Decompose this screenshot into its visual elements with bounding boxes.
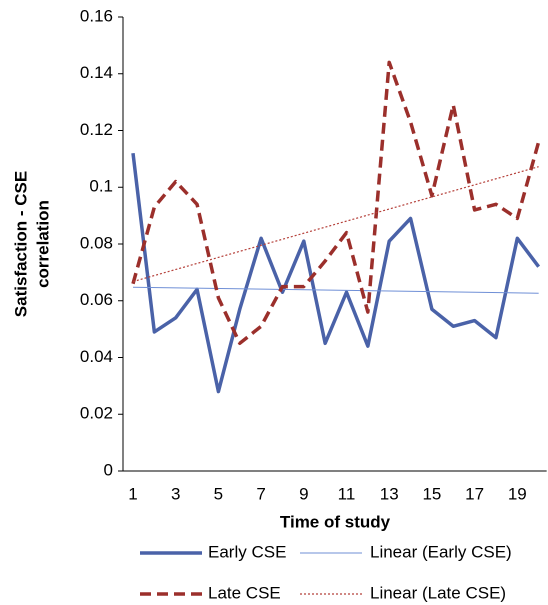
legend-label: Early CSE [208, 542, 286, 561]
y-tick-label: 0.08 [80, 233, 113, 252]
x-tick-label: 9 [299, 484, 308, 503]
y-tick-label: 0.12 [80, 120, 113, 139]
x-axis-title: Time of study [280, 512, 391, 531]
y-tick-label: 0.04 [80, 347, 113, 366]
trend-line [132, 166, 539, 283]
y-tick-label: 0 [104, 460, 113, 479]
x-tick-label: 11 [338, 484, 356, 503]
x-tick-label: 5 [214, 484, 223, 503]
x-tick-label: 19 [508, 484, 527, 503]
y-tick-label: 0.06 [80, 290, 113, 309]
y-axis-title: correlation [33, 200, 52, 288]
y-tick-label: 0.02 [80, 404, 113, 423]
y-tick-label: 0.16 [80, 6, 113, 25]
legend-label: Linear (Early CSE) [370, 542, 512, 561]
x-tick-label: 1 [128, 484, 137, 503]
x-tick-label: 15 [422, 484, 441, 503]
y-tick-label: 0.1 [89, 177, 113, 196]
legend-label: Late CSE [208, 583, 281, 602]
legend-label: Linear (Late CSE) [370, 583, 506, 602]
data-line [131, 60, 541, 346]
x-tick-label: 13 [380, 484, 399, 503]
x-tick-label: 3 [171, 484, 180, 503]
x-tick-label: 17 [465, 484, 484, 503]
x-tick-label: 7 [256, 484, 265, 503]
trend-line [132, 286, 539, 294]
y-tick-label: 0.14 [80, 63, 113, 82]
data-line [131, 152, 541, 394]
y-axis-title: Satisfaction - CSE [11, 171, 30, 317]
